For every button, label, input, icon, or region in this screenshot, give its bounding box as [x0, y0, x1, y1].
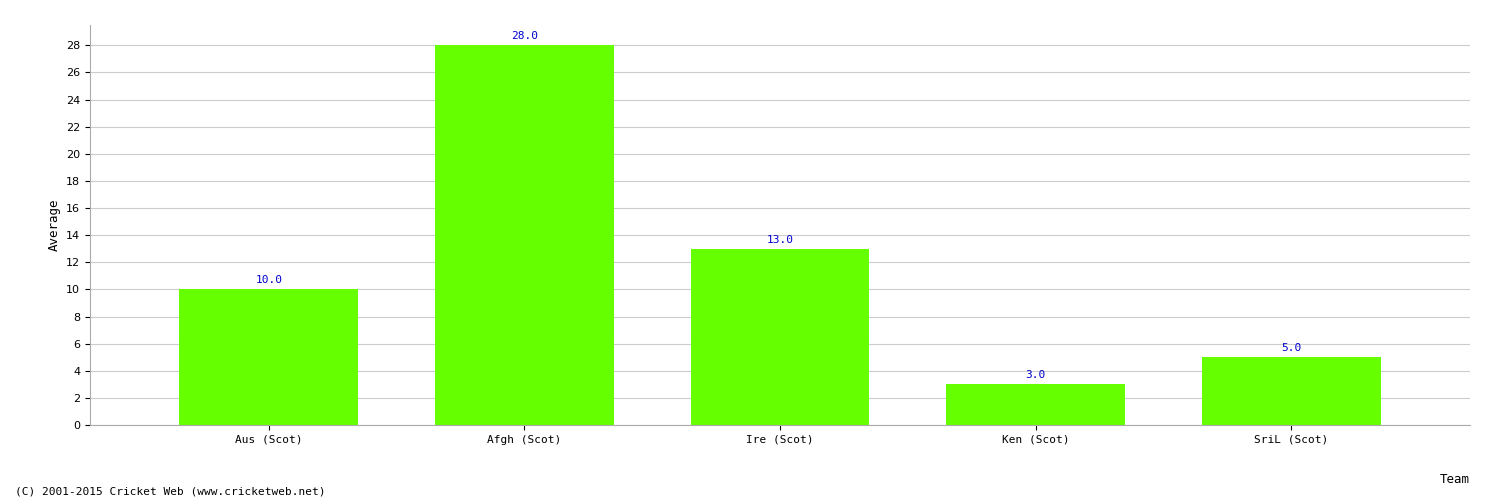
Text: Team: Team — [1440, 473, 1470, 486]
Y-axis label: Average: Average — [48, 198, 60, 251]
Bar — [690, 248, 870, 425]
Text: 5.0: 5.0 — [1281, 343, 1300, 353]
Text: 3.0: 3.0 — [1026, 370, 1045, 380]
Text: 10.0: 10.0 — [255, 276, 282, 285]
Bar — [435, 46, 614, 425]
Bar — [180, 290, 358, 425]
Bar — [1202, 357, 1380, 425]
Bar — [946, 384, 1125, 425]
Text: (C) 2001-2015 Cricket Web (www.cricketweb.net): (C) 2001-2015 Cricket Web (www.cricketwe… — [15, 487, 326, 497]
Text: 28.0: 28.0 — [512, 32, 538, 42]
Text: 13.0: 13.0 — [766, 234, 794, 244]
